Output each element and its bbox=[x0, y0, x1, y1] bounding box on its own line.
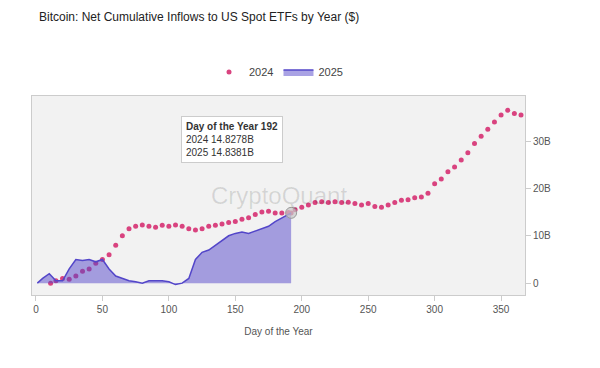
svg-text:Day of the Year: Day of the Year bbox=[244, 326, 313, 337]
svg-text:Bitcoin: Net Cumulative Inflow: Bitcoin: Net Cumulative Inflows to US Sp… bbox=[39, 10, 359, 24]
svg-text:CryptoQuant: CryptoQuant bbox=[211, 182, 347, 209]
svg-text:10B: 10B bbox=[533, 230, 551, 241]
svg-text:50: 50 bbox=[97, 304, 109, 315]
svg-text:150: 150 bbox=[227, 304, 244, 315]
svg-text:0: 0 bbox=[533, 278, 539, 289]
svg-text:2024: 2024 bbox=[249, 66, 273, 78]
svg-text:2025: 2025 bbox=[318, 66, 342, 78]
svg-text:0: 0 bbox=[33, 304, 39, 315]
svg-text:Day of the Year 1922024 14.827: Day of the Year 1922024 14.8278B2025 14.… bbox=[186, 121, 278, 158]
svg-text:30B: 30B bbox=[533, 136, 551, 147]
svg-text:200: 200 bbox=[293, 304, 310, 315]
svg-text:100: 100 bbox=[161, 304, 178, 315]
svg-text:300: 300 bbox=[426, 304, 443, 315]
svg-text:350: 350 bbox=[493, 304, 510, 315]
svg-text:250: 250 bbox=[360, 304, 377, 315]
svg-text:20B: 20B bbox=[533, 183, 551, 194]
